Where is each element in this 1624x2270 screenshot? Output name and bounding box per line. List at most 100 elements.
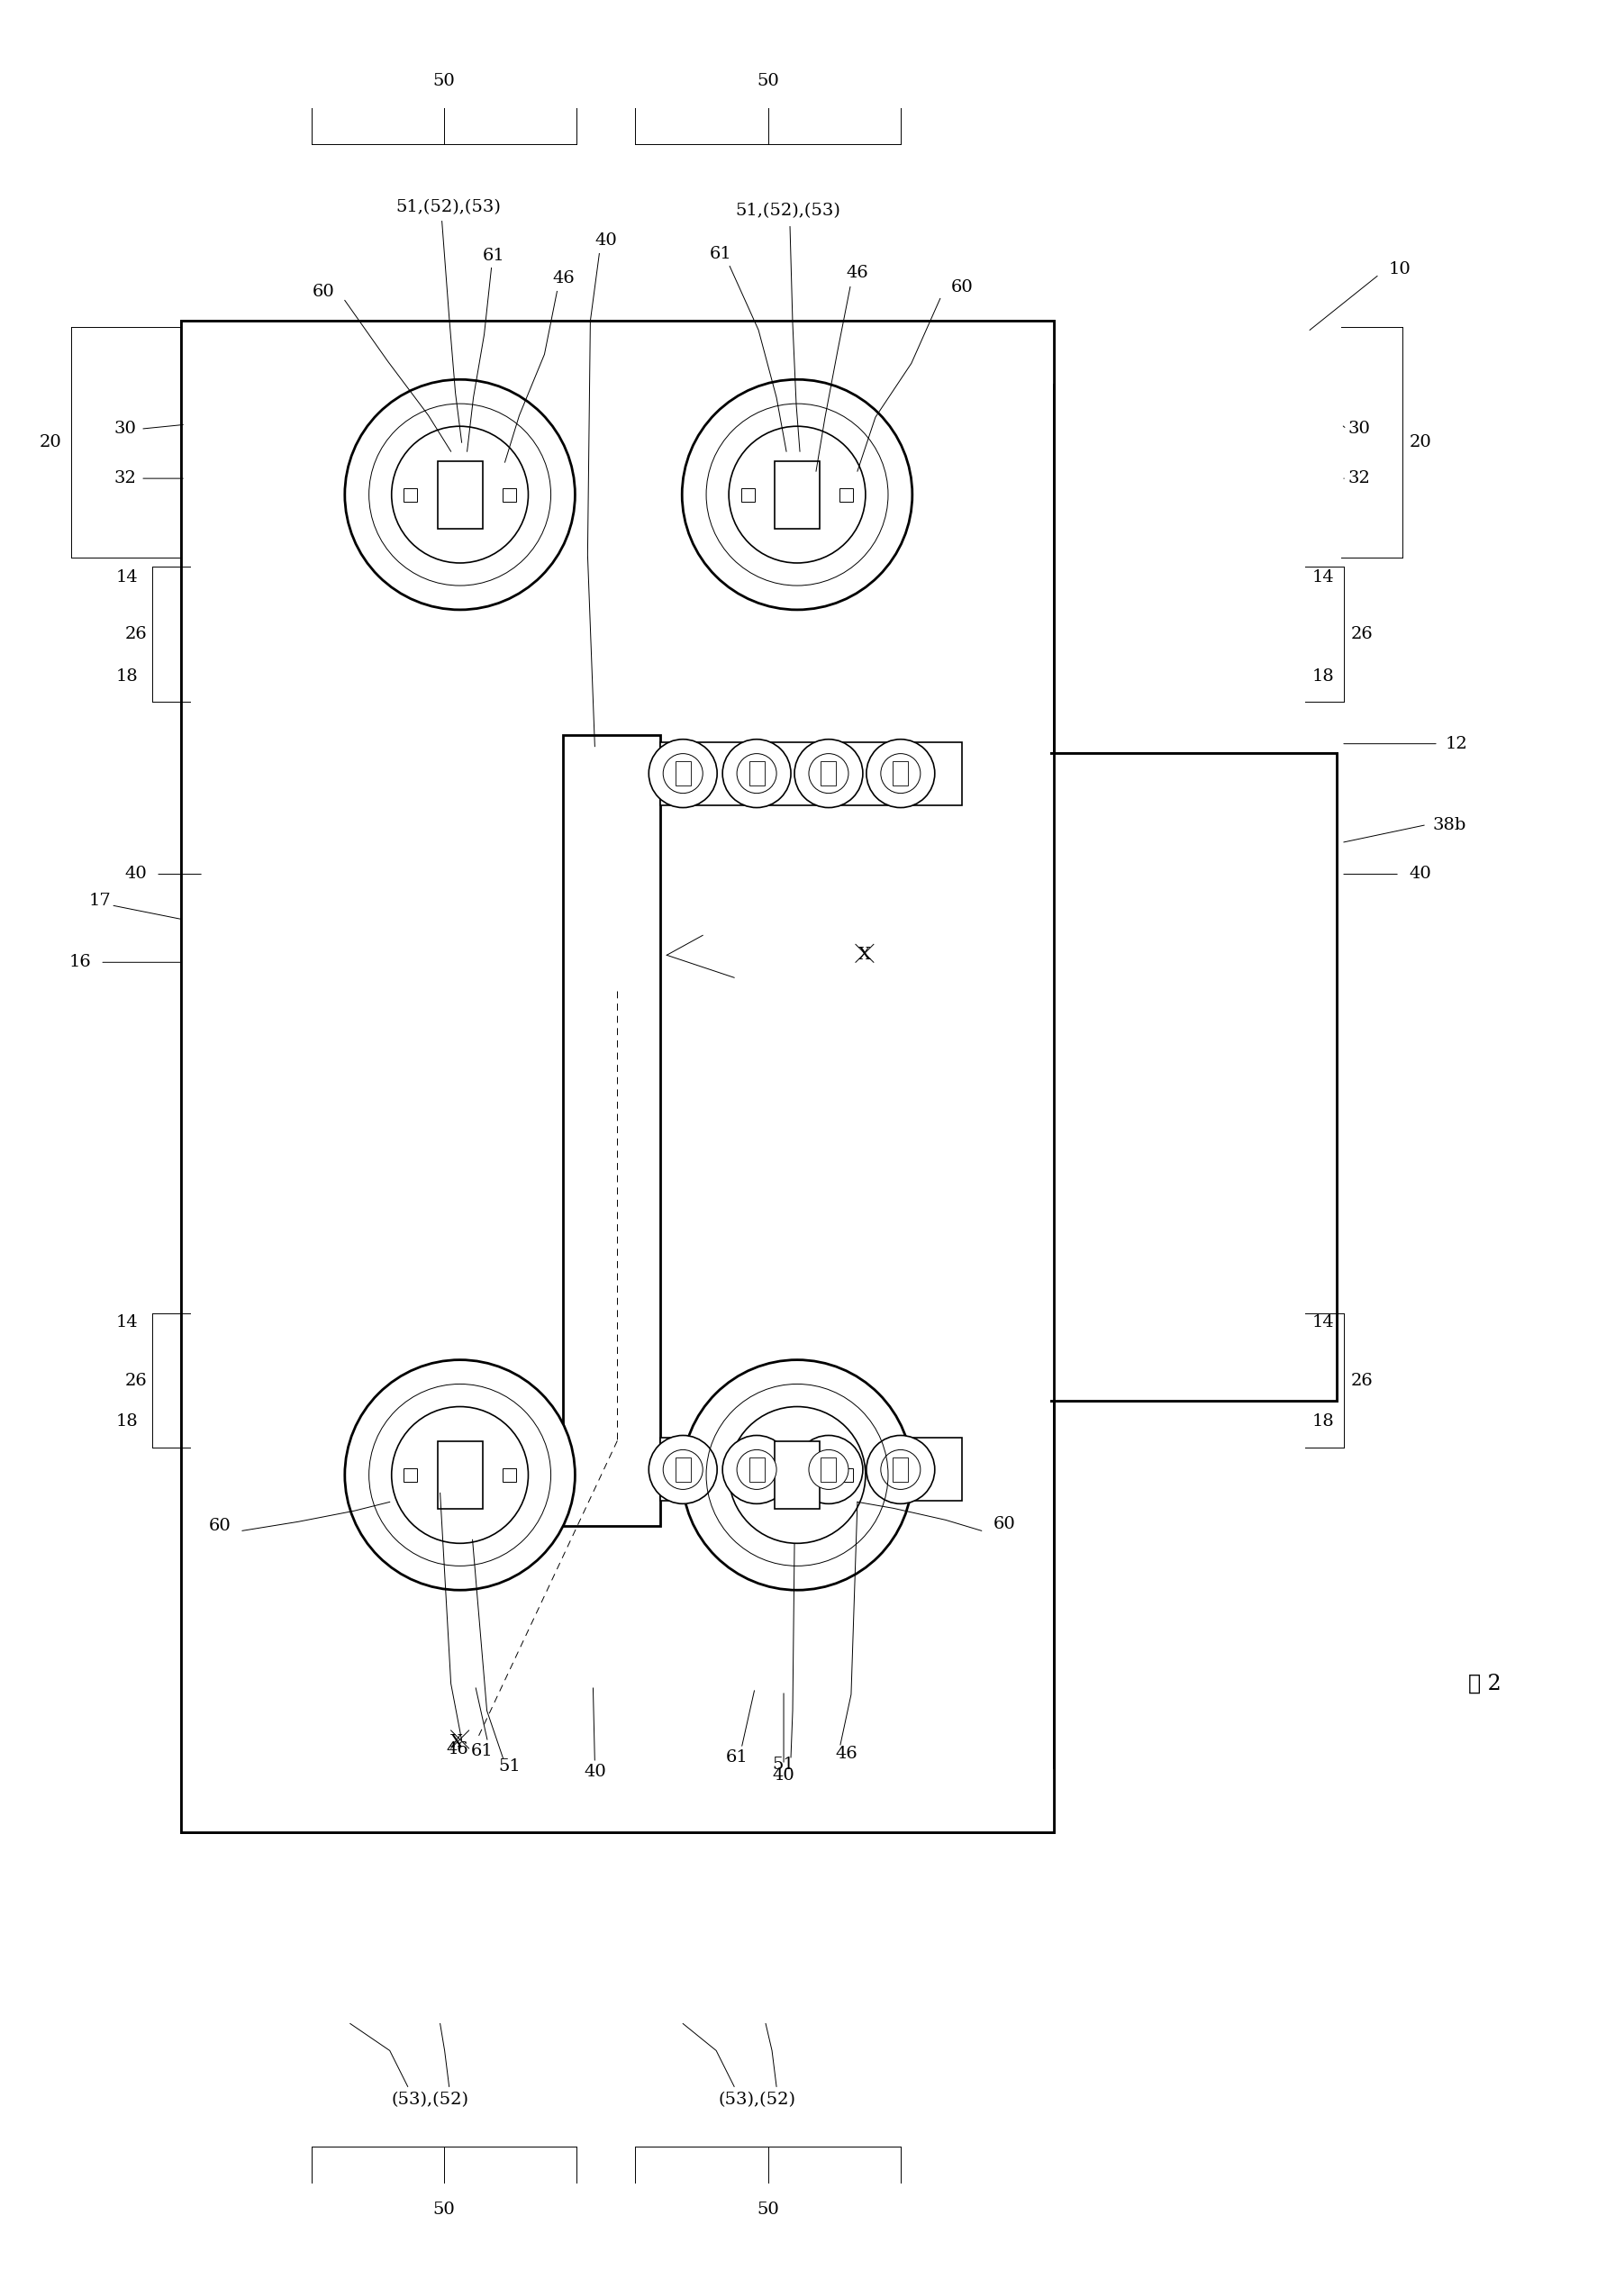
Circle shape xyxy=(809,1451,848,1489)
Bar xyxy=(840,488,853,502)
Bar xyxy=(676,760,690,785)
Text: X: X xyxy=(450,1734,463,1750)
Bar xyxy=(564,735,661,1525)
Text: 40: 40 xyxy=(125,867,148,883)
Bar xyxy=(182,320,424,1832)
Circle shape xyxy=(809,754,848,792)
Bar xyxy=(661,1439,961,1500)
Text: 図 2: 図 2 xyxy=(1468,1673,1502,1693)
Bar xyxy=(182,320,1054,1832)
Bar xyxy=(185,379,1049,758)
Text: 18: 18 xyxy=(1312,1412,1335,1430)
Text: 61: 61 xyxy=(710,245,732,261)
Text: (53),(52): (53),(52) xyxy=(391,2093,469,2109)
Bar xyxy=(182,320,1054,1832)
Text: 60: 60 xyxy=(312,284,335,300)
Text: 51: 51 xyxy=(773,1757,794,1773)
Circle shape xyxy=(344,379,575,611)
Bar xyxy=(775,1441,820,1510)
Text: 14: 14 xyxy=(115,570,138,586)
Text: 40: 40 xyxy=(773,1768,794,1784)
Text: 61: 61 xyxy=(471,1743,494,1759)
Text: 26: 26 xyxy=(1351,1373,1372,1389)
Bar xyxy=(404,488,417,502)
Circle shape xyxy=(794,740,862,808)
Bar xyxy=(741,488,755,502)
Bar xyxy=(893,760,908,785)
Text: 32: 32 xyxy=(1348,470,1371,486)
Circle shape xyxy=(737,1451,776,1489)
Text: 51: 51 xyxy=(499,1759,521,1775)
Text: 26: 26 xyxy=(125,627,148,642)
Circle shape xyxy=(648,740,718,808)
Circle shape xyxy=(867,1435,935,1503)
Text: 60: 60 xyxy=(208,1519,231,1535)
Text: 14: 14 xyxy=(1312,1314,1335,1330)
Circle shape xyxy=(737,754,776,792)
Text: X: X xyxy=(859,947,870,962)
Text: 50: 50 xyxy=(434,73,455,89)
Text: 50: 50 xyxy=(757,73,780,89)
Text: 46: 46 xyxy=(552,270,575,286)
Text: 46: 46 xyxy=(447,1741,468,1757)
Text: 60: 60 xyxy=(950,279,973,295)
Bar xyxy=(960,754,1337,1401)
Circle shape xyxy=(729,427,866,563)
Circle shape xyxy=(344,1360,575,1589)
Text: 30: 30 xyxy=(1348,420,1371,438)
Bar xyxy=(661,1439,961,1500)
Bar xyxy=(840,1469,853,1482)
Text: 40: 40 xyxy=(583,1764,606,1780)
Text: 61: 61 xyxy=(482,247,505,263)
Bar xyxy=(182,1768,1054,1832)
Bar xyxy=(437,461,482,529)
Circle shape xyxy=(663,754,703,792)
Text: 10: 10 xyxy=(1389,261,1411,277)
Bar xyxy=(182,320,1054,384)
Text: 50: 50 xyxy=(434,2202,455,2218)
Text: 17: 17 xyxy=(89,892,112,910)
Bar xyxy=(749,760,765,785)
Circle shape xyxy=(880,1451,921,1489)
Circle shape xyxy=(729,1407,866,1544)
Bar xyxy=(960,754,1337,1401)
Bar xyxy=(822,760,836,785)
Text: 30: 30 xyxy=(114,420,136,438)
Text: 14: 14 xyxy=(1312,570,1335,586)
Text: 18: 18 xyxy=(1312,667,1335,686)
Text: 14: 14 xyxy=(115,1314,138,1330)
Text: (53),(52): (53),(52) xyxy=(718,2093,796,2109)
Bar xyxy=(741,1469,755,1482)
Bar xyxy=(775,461,820,529)
Bar xyxy=(185,1360,1049,1737)
Bar xyxy=(182,1768,1054,1832)
Text: 20: 20 xyxy=(39,434,62,449)
Text: 26: 26 xyxy=(1351,627,1372,642)
Circle shape xyxy=(682,379,913,611)
Text: 61: 61 xyxy=(726,1750,749,1766)
Bar xyxy=(963,756,1333,1396)
Circle shape xyxy=(867,740,935,808)
Bar xyxy=(502,488,516,502)
Text: 50: 50 xyxy=(757,2202,780,2218)
Bar xyxy=(404,1469,417,1482)
Circle shape xyxy=(391,1407,528,1544)
Bar xyxy=(182,320,1054,1832)
Bar xyxy=(182,320,1054,384)
Bar xyxy=(676,1457,690,1482)
Circle shape xyxy=(880,754,921,792)
Bar xyxy=(749,1457,765,1482)
Circle shape xyxy=(723,740,791,808)
Bar xyxy=(960,754,1337,1401)
Text: 12: 12 xyxy=(1445,735,1468,751)
Text: 60: 60 xyxy=(992,1516,1015,1532)
Circle shape xyxy=(723,1435,791,1503)
Bar xyxy=(661,742,961,806)
Circle shape xyxy=(648,1435,718,1503)
Text: 40: 40 xyxy=(594,232,617,247)
Text: 20: 20 xyxy=(1410,434,1431,449)
Text: 51,(52),(53): 51,(52),(53) xyxy=(396,200,500,216)
Text: 38b: 38b xyxy=(1432,817,1466,833)
Bar xyxy=(661,742,961,806)
Text: 40: 40 xyxy=(1410,867,1431,883)
